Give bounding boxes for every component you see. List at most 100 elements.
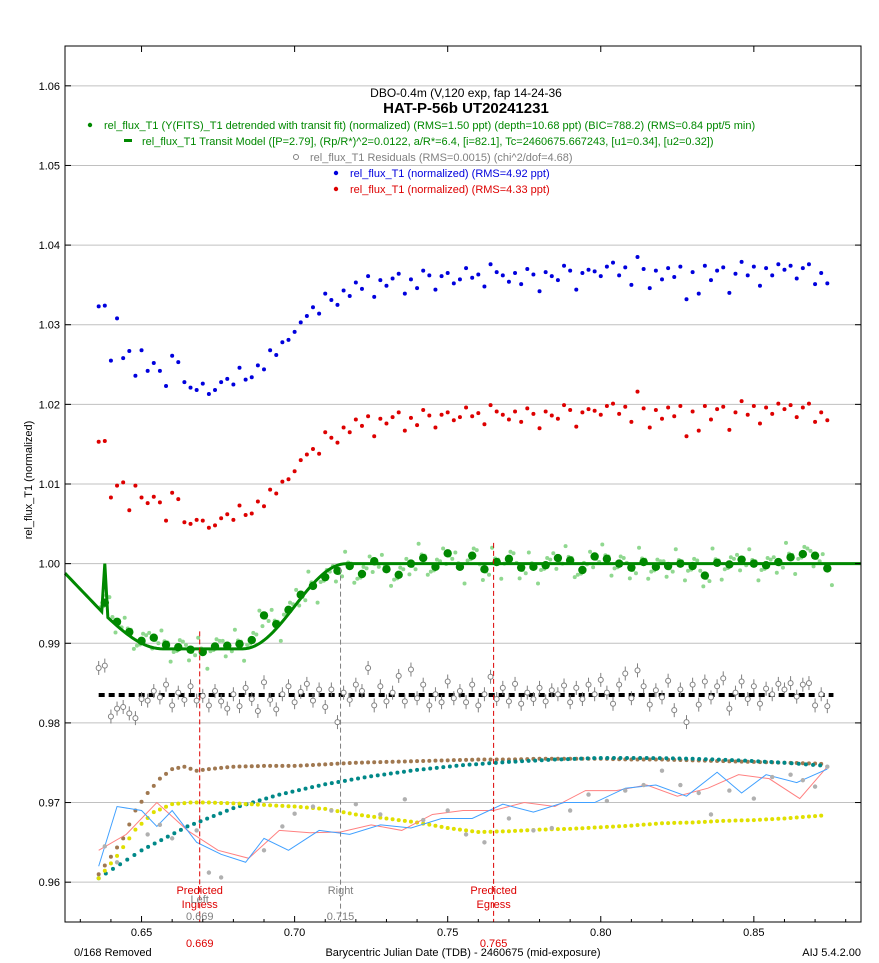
- residual-point: [518, 700, 525, 707]
- aux-dot: [188, 800, 193, 805]
- red-flux-point: [96, 439, 101, 444]
- residual-point: [371, 702, 378, 709]
- residual-point: [738, 678, 745, 685]
- red-flux-point: [555, 416, 560, 421]
- aux-dot: [159, 838, 164, 843]
- aux-dot: [696, 820, 701, 825]
- aux-dot: [121, 836, 126, 841]
- detrended-binned-dot: [700, 571, 710, 580]
- aux-dot: [347, 761, 352, 766]
- blue-flux-point: [188, 385, 193, 390]
- aux-dot: [506, 759, 511, 764]
- aux-noise-dot: [788, 772, 793, 777]
- residual-point: [346, 696, 353, 703]
- aux-dot: [255, 764, 260, 769]
- blue-flux-point: [347, 294, 352, 299]
- detrended-raw-dot: [747, 547, 752, 552]
- aux-dot: [555, 756, 560, 761]
- residual-point: [707, 694, 714, 701]
- aux-dot: [336, 779, 341, 784]
- residual-point: [218, 698, 225, 705]
- aux-dot: [660, 821, 664, 826]
- x-tick-label: 0.85: [743, 927, 764, 939]
- aux-dot: [559, 757, 564, 762]
- red-flux-point: [690, 409, 695, 414]
- blue-flux-point: [225, 376, 230, 381]
- detrended-raw-dot: [156, 641, 161, 646]
- red-flux-point: [476, 411, 481, 416]
- aux-dot: [796, 761, 801, 766]
- blue-flux-point: [182, 380, 187, 385]
- detrended-binned-dot: [247, 635, 256, 645]
- aux-dot: [684, 756, 689, 761]
- residual-point: [273, 706, 280, 713]
- aux-dot: [617, 824, 622, 829]
- grid-lines: [65, 85, 861, 883]
- blue-flux-point: [666, 266, 671, 271]
- blue-flux-point: [696, 291, 701, 296]
- aux-dot: [110, 866, 115, 871]
- aux-dot: [568, 826, 573, 831]
- detrended-raw-dot: [355, 576, 360, 581]
- detrended-raw-dot: [774, 570, 779, 575]
- y-tick-label: 1.02: [39, 399, 60, 411]
- aux-dot: [775, 760, 780, 765]
- detrended-raw-dot: [361, 564, 366, 569]
- detrended-raw-dot: [297, 603, 302, 608]
- red-flux-point: [757, 421, 762, 426]
- aux-dot: [638, 755, 643, 760]
- aux-noise-dot: [114, 860, 120, 865]
- aux-dot: [762, 759, 767, 764]
- residual-point: [665, 677, 672, 684]
- detrended-raw-dot: [670, 569, 675, 574]
- red-flux-point: [800, 405, 805, 410]
- blue-flux-point: [764, 266, 769, 271]
- red-flux-point: [708, 417, 713, 422]
- blue-flux-point: [733, 271, 738, 276]
- residual-point: [744, 696, 751, 703]
- aux-dot: [533, 758, 538, 763]
- red-flux-point: [415, 423, 420, 428]
- aux-dot: [611, 824, 616, 829]
- residual-point: [671, 707, 678, 714]
- red-flux-point: [764, 405, 769, 410]
- red-flux-point: [457, 415, 462, 420]
- aux-dot: [756, 759, 761, 764]
- detrended-binned-dot: [590, 552, 599, 561]
- residual-point: [463, 699, 470, 706]
- aux-dot: [803, 762, 808, 767]
- aux-dot: [133, 827, 138, 832]
- legend-symbol-circle: [293, 154, 299, 160]
- detrended-raw-dot: [722, 567, 727, 572]
- detrended-raw-dot: [621, 556, 626, 561]
- detrended-raw-dot: [707, 579, 712, 584]
- detrended-raw-dot: [526, 550, 531, 555]
- detrended-raw-dot: [768, 557, 773, 562]
- aux-dot: [225, 801, 230, 806]
- residual-point: [144, 697, 151, 704]
- blue-flux-point: [623, 265, 628, 270]
- residual-point: [475, 702, 482, 709]
- aux-dot: [342, 778, 347, 783]
- aux-dot: [500, 760, 505, 765]
- aux-dot: [476, 830, 481, 835]
- blue-flux-point: [715, 268, 720, 273]
- residual-point: [610, 700, 617, 707]
- red-flux-point: [770, 411, 775, 416]
- detrended-raw-dot: [673, 547, 678, 552]
- detrended-raw-dot: [352, 580, 357, 585]
- aux-dot: [298, 805, 303, 810]
- y-tick-label: 1.06: [39, 81, 60, 93]
- aux-noise-dot: [531, 828, 536, 833]
- detrended-raw-dot: [171, 650, 176, 655]
- blue-flux-point: [268, 348, 273, 353]
- aux-dot: [211, 813, 216, 818]
- red-flux-point: [139, 495, 144, 500]
- detrended-raw-dot: [220, 638, 225, 643]
- red-flux-point: [433, 425, 438, 430]
- detrended-raw-dot: [591, 565, 596, 570]
- residual-point: [646, 701, 653, 708]
- y-tick-label: 0.97: [39, 798, 60, 810]
- residual-point: [395, 672, 402, 679]
- blue-flux-point: [133, 373, 138, 378]
